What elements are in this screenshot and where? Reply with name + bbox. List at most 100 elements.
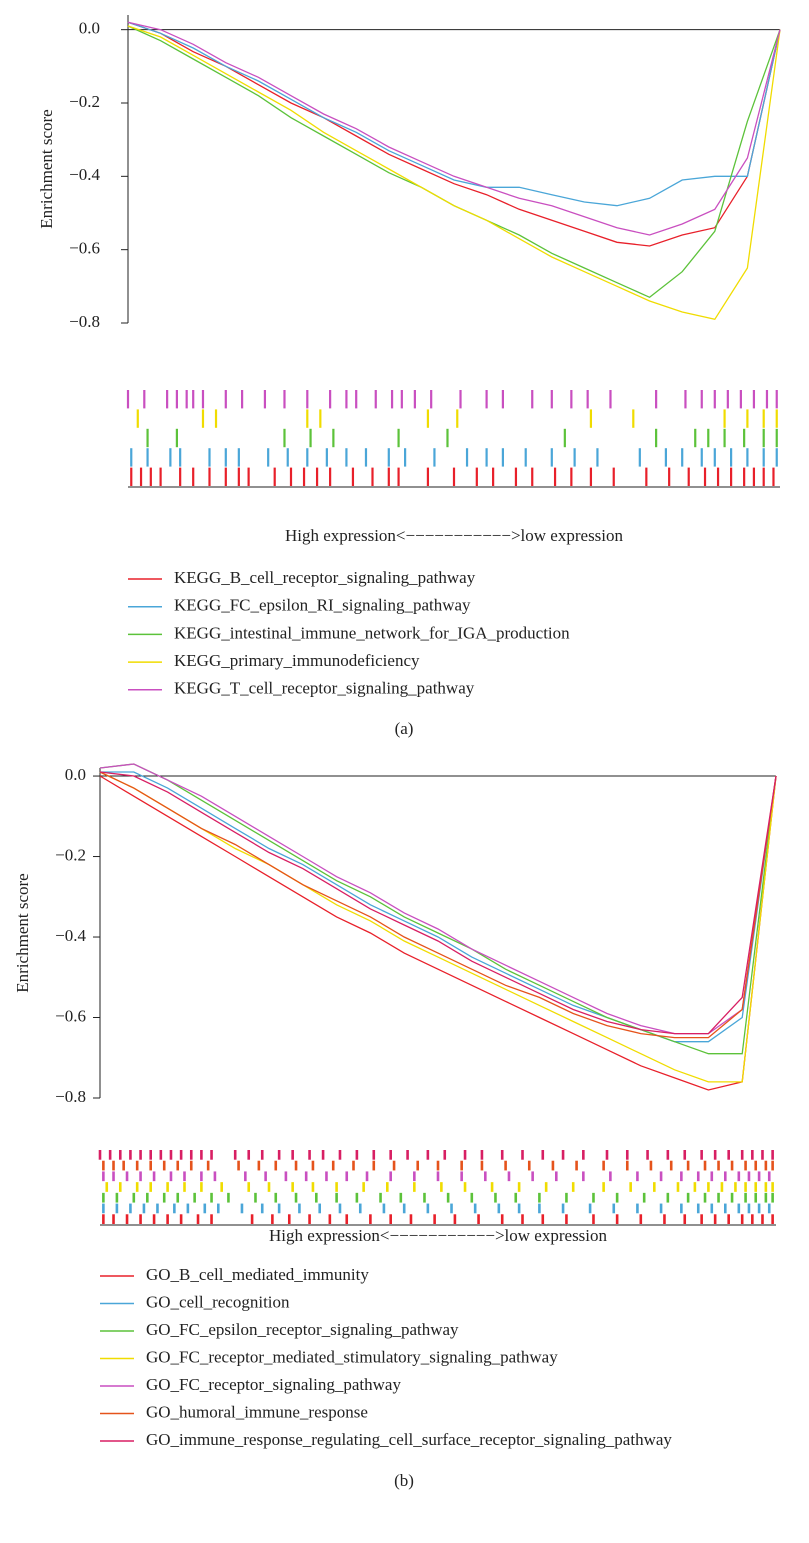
hit-mark [480, 1160, 484, 1171]
hit-mark [397, 467, 400, 486]
hit-mark [459, 390, 462, 409]
hit-mark [615, 1214, 619, 1224]
hit-mark [274, 1160, 278, 1171]
hit-mark [724, 1203, 727, 1214]
hit-mark [575, 1160, 578, 1171]
hit-mark [734, 1182, 737, 1192]
hit-mark [193, 1192, 196, 1203]
hit-mark [655, 390, 658, 409]
hit-mark [208, 467, 211, 486]
hit-mark [318, 1203, 321, 1214]
hit-mark [135, 1160, 139, 1171]
hit-mark [730, 467, 733, 486]
hit-mark [765, 390, 769, 409]
hit-mark [475, 467, 478, 486]
hit-mark [152, 1171, 156, 1182]
hit-mark [146, 1192, 149, 1203]
hit-mark [649, 1160, 653, 1171]
hit-mark [553, 467, 557, 486]
hit-mark [570, 467, 573, 486]
hit-mark [112, 1171, 115, 1182]
hit-mark [250, 1214, 254, 1224]
hit-mark [139, 467, 143, 486]
hit-mark [541, 1214, 545, 1224]
hit-mark [352, 1160, 355, 1171]
legend-label: GO_immune_response_regulating_cell_surfa… [146, 1430, 672, 1449]
legend-label: GO_FC_receptor_signaling_pathway [146, 1375, 401, 1394]
hit-mark [775, 390, 778, 409]
legend-label: KEGG_B_cell_receptor_signaling_pathway [174, 568, 476, 587]
hit-mark [260, 1150, 264, 1160]
hit-mark [143, 390, 146, 409]
hit-mark [156, 1203, 159, 1214]
hit-mark [463, 1182, 467, 1192]
hit-mark [130, 448, 133, 467]
hit-mark [115, 1192, 119, 1203]
y-tick-label: −0.6 [69, 239, 100, 258]
hit-mark [686, 1160, 690, 1171]
hit-mark [668, 467, 671, 486]
hit-mark [754, 1192, 758, 1203]
hit-mark [404, 448, 407, 467]
hit-mark [169, 448, 172, 467]
hit-mark [694, 428, 697, 448]
hit-mark [740, 1150, 744, 1160]
hit-mark [771, 1182, 774, 1192]
legend-label: KEGG_T_cell_receptor_signaling_pathway [174, 679, 475, 698]
hit-mark [387, 448, 390, 467]
hit-mark [636, 1171, 639, 1182]
hit-mark [426, 409, 430, 428]
hit-mark [139, 1150, 142, 1160]
hit-mark [480, 1150, 484, 1160]
hit-mark [319, 409, 322, 428]
legend-label: GO_FC_epsilon_receptor_signaling_pathway [146, 1320, 459, 1339]
y-tick-label: −0.8 [55, 1087, 86, 1106]
hit-mark [298, 1203, 301, 1214]
hit-mark [615, 1192, 619, 1203]
hit-mark [130, 467, 133, 486]
hit-mark [490, 1182, 494, 1192]
hit-mark [739, 390, 742, 409]
hit-mark [351, 467, 355, 486]
hit-mark [183, 1171, 186, 1182]
hit-mark [730, 1192, 734, 1203]
hit-mark [592, 1214, 595, 1224]
hit-mark [237, 467, 240, 486]
hit-mark [743, 467, 746, 486]
hit-mark [700, 1150, 703, 1160]
hit-mark [727, 1214, 730, 1224]
hit-mark [179, 467, 182, 486]
hit-mark [186, 1203, 190, 1214]
hit-mark [680, 1203, 683, 1214]
hit-mark [392, 1160, 396, 1171]
hit-mark [311, 1182, 315, 1192]
hit-mark [135, 1182, 139, 1192]
hit-mark [687, 467, 690, 486]
hit-mark [629, 1182, 632, 1192]
es-line [99, 771, 777, 1035]
hit-mark [329, 390, 332, 409]
hit-mark [277, 1150, 281, 1160]
hit-mark [737, 1203, 741, 1214]
hit-mark [430, 390, 433, 409]
hit-mark [213, 1171, 217, 1182]
y-tick-label: −0.8 [69, 312, 100, 331]
hit-mark [264, 1171, 267, 1182]
hit-mark [771, 1192, 774, 1203]
hit-mark [355, 1192, 359, 1203]
hit-mark [646, 1150, 649, 1160]
hit-mark [730, 1160, 734, 1171]
hit-mark [224, 467, 227, 486]
hit-mark [332, 428, 335, 448]
hit-mark [555, 1171, 558, 1182]
hit-mark [98, 1150, 102, 1160]
hit-mark [775, 428, 778, 448]
hit-mark [751, 1214, 754, 1224]
hit-mark [260, 1203, 264, 1214]
hit-mark [485, 390, 488, 409]
hit-mark [771, 1214, 774, 1224]
panel-caption: (a) [395, 719, 414, 738]
y-tick-label: −0.6 [55, 1006, 86, 1025]
hit-mark [683, 1214, 687, 1224]
